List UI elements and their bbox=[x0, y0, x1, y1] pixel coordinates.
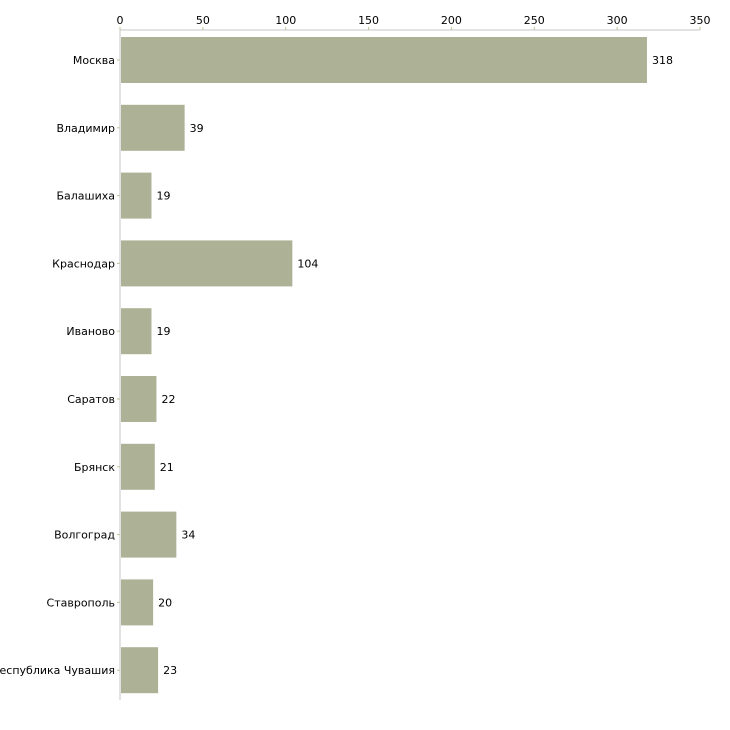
x-tick-label: 250 bbox=[524, 14, 545, 27]
category-label: Балашиха bbox=[56, 190, 115, 203]
x-tick-label: 150 bbox=[358, 14, 379, 27]
x-tick-label: 300 bbox=[607, 14, 628, 27]
x-tick-label: 350 bbox=[690, 14, 711, 27]
bar bbox=[121, 308, 152, 355]
bar bbox=[121, 37, 647, 83]
bar bbox=[121, 172, 152, 219]
category-label: Брянск bbox=[74, 461, 115, 474]
category-label: Москва bbox=[73, 54, 115, 67]
category-label: Владимир bbox=[56, 122, 115, 135]
data-label: 19 bbox=[156, 325, 170, 338]
bar bbox=[121, 647, 159, 694]
x-tick-label: 100 bbox=[275, 14, 296, 27]
data-label: 19 bbox=[156, 190, 170, 203]
bar bbox=[121, 240, 293, 287]
bar bbox=[121, 511, 177, 558]
bar bbox=[121, 579, 154, 626]
category-label: Ставрополь bbox=[47, 596, 115, 609]
x-tick-label: 50 bbox=[196, 14, 210, 27]
data-label: 21 bbox=[160, 461, 174, 474]
data-label: 23 bbox=[163, 664, 177, 677]
data-label: 39 bbox=[190, 122, 204, 135]
bar bbox=[121, 376, 157, 422]
data-label: 34 bbox=[181, 529, 195, 542]
bar bbox=[121, 443, 155, 490]
data-label: 104 bbox=[297, 257, 318, 270]
category-label: Волгоград bbox=[54, 529, 115, 542]
data-label: 318 bbox=[652, 54, 673, 67]
category-label: Республика Чувашия bbox=[0, 664, 115, 677]
x-tick-label: 0 bbox=[117, 14, 124, 27]
category-label: Саратов bbox=[67, 393, 115, 406]
x-tick-label: 200 bbox=[441, 14, 462, 27]
category-label: Краснодар bbox=[52, 257, 115, 270]
data-label: 20 bbox=[158, 596, 172, 609]
data-label: 22 bbox=[161, 393, 175, 406]
category-label: Иваново bbox=[66, 325, 115, 338]
bar bbox=[121, 104, 185, 151]
